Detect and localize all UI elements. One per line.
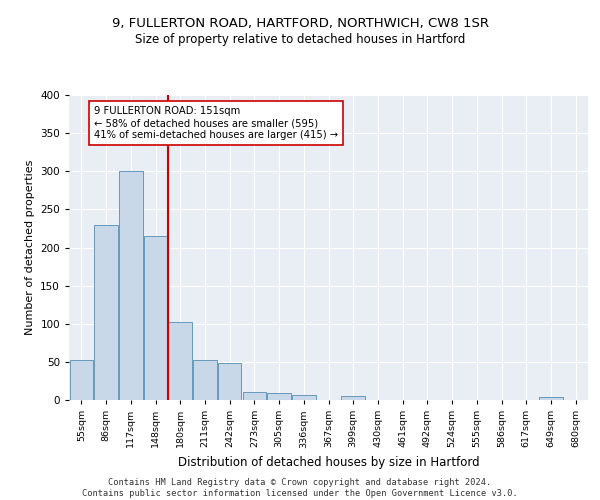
Text: 9 FULLERTON ROAD: 151sqm
← 58% of detached houses are smaller (595)
41% of semi-: 9 FULLERTON ROAD: 151sqm ← 58% of detach… [94, 106, 338, 140]
Text: Size of property relative to detached houses in Hartford: Size of property relative to detached ho… [135, 32, 465, 46]
Bar [94, 224, 118, 400]
Bar [218, 364, 241, 400]
Bar [242, 392, 266, 400]
Bar [268, 393, 291, 400]
Bar [539, 397, 563, 400]
Bar [193, 360, 217, 400]
Text: 9, FULLERTON ROAD, HARTFORD, NORTHWICH, CW8 1SR: 9, FULLERTON ROAD, HARTFORD, NORTHWICH, … [112, 18, 488, 30]
Bar [341, 396, 365, 400]
Bar [144, 236, 167, 400]
Y-axis label: Number of detached properties: Number of detached properties [25, 160, 35, 335]
Text: Contains HM Land Registry data © Crown copyright and database right 2024.
Contai: Contains HM Land Registry data © Crown c… [82, 478, 518, 498]
Bar [70, 360, 93, 400]
Bar [169, 322, 192, 400]
Bar [292, 396, 316, 400]
X-axis label: Distribution of detached houses by size in Hartford: Distribution of detached houses by size … [178, 456, 479, 469]
Bar [119, 171, 143, 400]
